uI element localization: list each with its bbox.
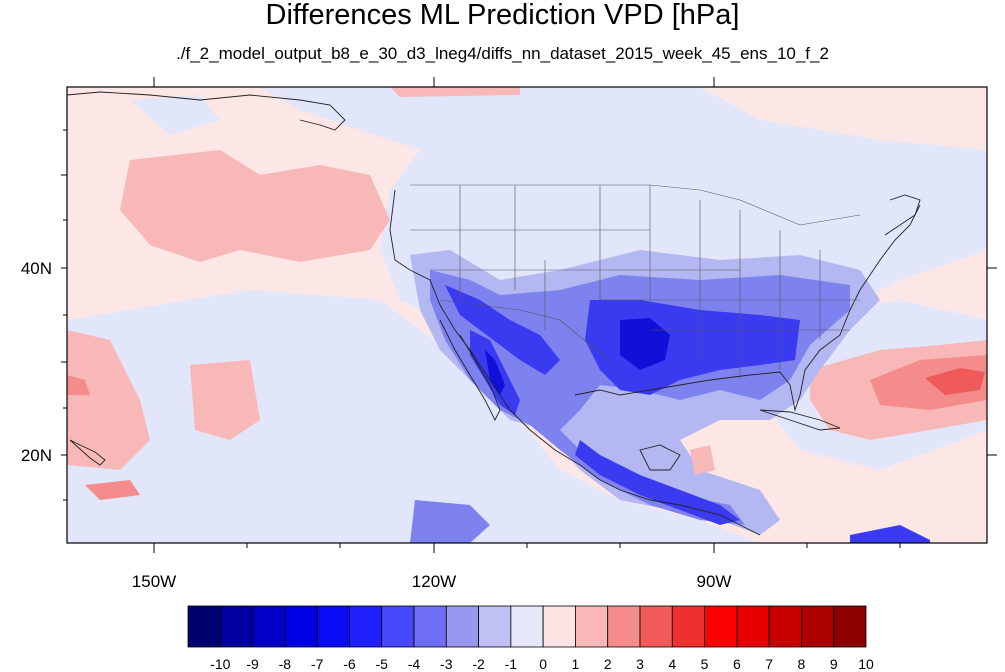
coastline-gulf [574,204,921,412]
blue-band-central-america [575,440,740,525]
colorbar-swatch [284,605,318,648]
red-core-atlantic [925,368,985,395]
colorbar-label: 7 [765,656,773,672]
us-mexico-border [439,299,611,361]
colorbar-label: 2 [604,656,612,672]
lat-label-20n: 20N [21,446,52,465]
coastline-north-america [389,189,761,536]
lon-label-120w: 120W [412,572,456,591]
colorbar-label: 4 [668,656,676,672]
map-title: Differences ML Prediction VPD [hPa] [265,0,740,31]
colorbar-label: 10 [858,656,874,672]
deep-blue-region-us [445,285,560,375]
coastline-alaska [66,91,346,131]
colorbar: -10 -9 -8 -7 -6 -5 -4 -3 -2 -1 0 1 2 3 4 5 6 7 8 9 10 [187,605,874,672]
colorbar-swatch [219,605,253,648]
light-blue-patch-nw [130,95,220,135]
mid-red-strip-pacific [67,375,90,395]
colorbar-swatch [736,605,770,648]
map-field [67,87,987,543]
axis-ticks [61,77,997,553]
colorbar-label: -2 [472,656,485,672]
darkest-blue-core-mexico [485,350,505,395]
coastlines [66,91,921,536]
colorbar-label: -9 [246,656,259,672]
colorbar-swatch [575,605,609,648]
coastline-canada-east [884,194,921,236]
colorbar-swatch [478,605,512,648]
colorbar-label: -3 [440,656,453,672]
map-subtitle: ./f_2_model_output_b8_e_30_d3_lneg4/diff… [176,44,829,63]
colorbar-swatch [704,605,738,648]
colorbar-label: 3 [636,656,644,672]
colorbar-label: -5 [375,656,388,672]
blue-spot-south-pacific [410,500,490,543]
coastline-baja [439,319,501,422]
colorbar-label: -8 [279,656,292,672]
colorbar-swatch [413,605,447,648]
colorbar-swatch [445,605,479,648]
state-boundaries [410,184,861,380]
colorbar-swatch [349,605,383,648]
colorbar-label: 1 [572,656,580,672]
mid-red-spot-south [85,480,140,500]
colorbar-swatch [607,605,641,648]
state-lines-west [410,185,860,380]
light-red-patch-top [390,87,520,97]
colorbar-swatch [768,605,802,648]
darkest-blue-core-texas [620,318,670,370]
colorbar-label: -6 [343,656,356,672]
colorbar-swatch [542,605,576,648]
lat-label-40n: 40N [21,259,52,278]
colorbar-swatch [639,605,673,648]
colorbar-label: -1 [505,656,518,672]
colorbar-swatch [510,605,544,648]
light-blue-region-pacific [67,290,760,543]
coastline-yucatan [639,444,681,471]
lon-label-150w: 150W [132,572,176,591]
colorbar-label: 9 [830,656,838,672]
light-red-region-pacific-north [120,150,390,262]
us-canada-border [410,184,861,226]
lon-label-90w: 90W [697,572,732,591]
colorbar-label: -4 [408,656,421,672]
light-red-gulf-spot [690,445,715,475]
colorbar-swatch [671,605,705,648]
coastline-hawaii [69,439,106,466]
light-red-region-pacific-south [190,360,260,440]
colorbar-swatch [252,605,286,648]
colorbar-label: 0 [539,656,547,672]
coastline-cuba [759,409,841,431]
colorbar-swatch [316,605,350,648]
colorbar-swatch [833,605,867,648]
colorbar-swatch [187,605,221,648]
colorbar-label: 6 [733,656,741,672]
colorbar-label: -7 [311,656,324,672]
blue-spot-se-corner [850,525,930,543]
colorbar-label: -10 [210,656,230,672]
colorbar-swatch [801,605,835,648]
colorbar-label: 8 [798,656,806,672]
colorbar-label: 5 [701,656,709,672]
colorbar-swatch [381,605,415,648]
light-red-region-pacific-west [67,330,150,470]
